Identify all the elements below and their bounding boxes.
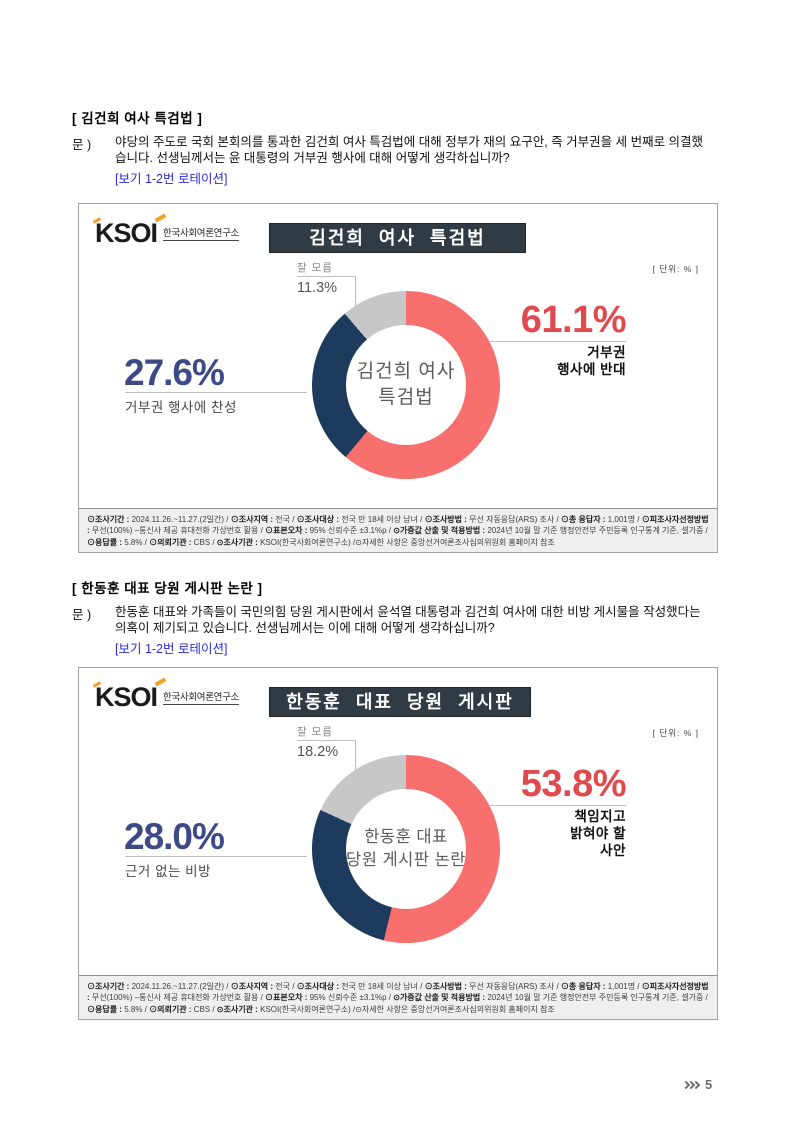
oppose-percentage: 61.1%	[520, 299, 627, 341]
dontknow-label: 잘 모름	[297, 262, 333, 274]
survey-card-kim-special-law: KSOI 한국사회여론연구소 김건희 여사 특검법 [ 단위: % ] 김건희 여…	[78, 203, 718, 553]
callout-line	[490, 341, 626, 342]
donut-hole	[346, 325, 466, 445]
donut-chart: 한동훈 대표 당원 게시판 논란	[312, 755, 500, 943]
agree-label: 거부권 행사에 찬성	[125, 400, 237, 415]
section-han-board-controversy: [ 한동훈 대표 당원 게시판 논란 ] 문 ) 한동훈 대표와 가족들이 국민…	[72, 577, 732, 657]
survey-methodology-footnote: ⊙조사기간 : 2024.11.26.~11.27.(2일간) / ⊙조사지역 …	[79, 507, 717, 552]
logo-accent-icon	[154, 677, 167, 687]
callout-line	[297, 740, 355, 741]
page-footer: 5	[681, 1077, 713, 1092]
section-kim-special-law: [ 김건희 여사 특검법 ] 문 ) 야당의 주도로 국회 본회의를 통과한 김…	[72, 107, 732, 187]
chevron-right-icon	[691, 1080, 701, 1089]
chart-title-bar: 김건희 여사 특검법	[269, 223, 526, 253]
question-text: 야당의 주도로 국회 본회의를 통과한 김건희 여사 특검법에 대해 정부가 재…	[115, 135, 704, 165]
dontknow-percentage: 18.2%	[297, 744, 339, 760]
ksoi-wordmark: KSOI	[92, 677, 167, 712]
ksoi-wordmark: KSOI	[92, 213, 167, 248]
unit-note: [ 단위: % ]	[652, 728, 699, 738]
callout-line	[297, 276, 355, 277]
section-heading: [ 한동훈 대표 당원 게시판 논란 ]	[72, 581, 263, 596]
question-text: 한동훈 대표와 가족들이 국민의힘 당원 게시판에서 윤석열 대통령과 김건희 …	[115, 605, 701, 635]
rotation-note: [보기 1-2번 로테이션]	[115, 642, 228, 656]
unit-note: [ 단위: % ]	[652, 264, 699, 274]
callout-line	[490, 805, 626, 806]
callout-line	[355, 276, 356, 309]
logo-accent-icon	[154, 213, 167, 223]
oppose-label: 거부권 행사에 반대	[557, 345, 626, 377]
slander-label: 근거 없는 비방	[125, 864, 212, 879]
donut-center-label: 김건희 여사 특검법	[356, 361, 456, 408]
callout-line	[125, 392, 307, 393]
section-heading: [ 김건희 여사 특검법 ]	[72, 111, 203, 126]
dontknow-percentage: 11.3%	[297, 280, 338, 296]
ksoi-org-name: 한국사회여론연구소	[163, 689, 239, 705]
agree-percentage: 27.6%	[124, 352, 225, 393]
donut-hole	[346, 789, 466, 909]
donut-center-label: 한동훈 대표 당원 게시판 논란	[346, 828, 466, 869]
accountability-percentage: 53.8%	[520, 763, 627, 805]
slander-percentage: 28.0%	[124, 816, 225, 857]
callout-line	[355, 740, 356, 773]
survey-card-han-board-controversy: KSOI 한국사회여론연구소 한동훈 대표 당원 게시판 논란 [ 단위: % ]…	[78, 667, 718, 1020]
question-label: 문 )	[72, 608, 92, 622]
page-number: 5	[705, 1077, 713, 1092]
dontknow-label: 잘 모름	[297, 726, 333, 738]
donut-chart: 김건희 여사 특검법	[312, 291, 500, 479]
accountability-label: 책임지고 밝혀야 할 사안	[570, 809, 626, 858]
chart-title-bar: 한동훈 대표 당원 게시판 논란	[269, 687, 531, 740]
callout-line	[125, 856, 307, 857]
ksoi-logo: KSOI 한국사회여론연구소	[92, 677, 239, 716]
ksoi-logo: KSOI 한국사회여론연구소	[92, 213, 239, 252]
survey-methodology-footnote: ⊙조사기간 : 2024.11.26.~11.27.(2일간) / ⊙조사지역 …	[79, 974, 717, 1019]
ksoi-org-name: 한국사회여론연구소	[163, 225, 239, 241]
question-label: 문 )	[72, 138, 92, 152]
rotation-note: [보기 1-2번 로테이션]	[115, 172, 228, 186]
